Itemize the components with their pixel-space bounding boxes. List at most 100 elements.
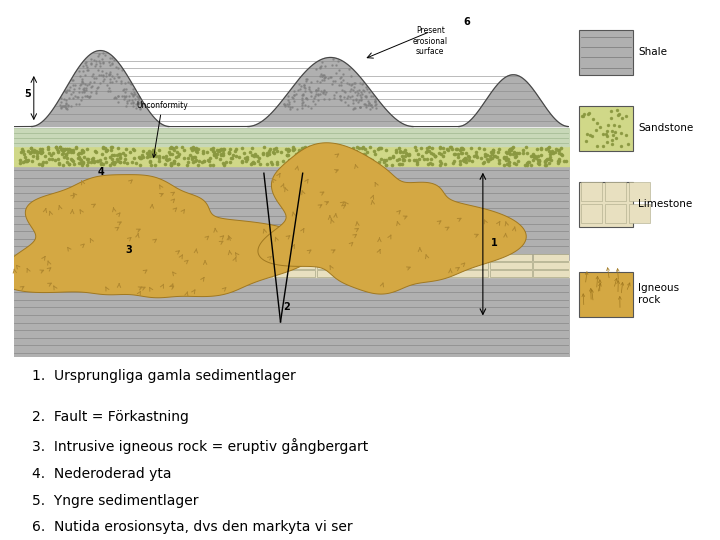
Point [171,147,183,156]
Point [133,152,145,161]
Point [493,159,505,167]
Point [354,143,365,152]
Point [104,160,116,169]
Point [65,146,76,154]
Point [435,160,446,169]
Point [539,157,551,165]
Point [99,154,111,163]
Point [436,150,447,158]
Point [552,146,564,155]
Point [423,146,435,155]
Point [85,157,96,166]
Point [332,147,343,156]
Bar [534,254,575,261]
Point [153,154,164,163]
Point [394,147,405,156]
Bar [447,254,488,261]
Point [347,144,359,152]
Point [225,145,236,153]
Point [137,152,148,161]
Bar [404,254,445,261]
Point [147,152,158,161]
Point [499,153,510,162]
Point [613,122,625,131]
Point [352,150,364,159]
Point [136,153,148,162]
Point [56,146,68,154]
Point [87,157,99,165]
Point [475,154,487,163]
Point [373,144,384,152]
Point [313,151,325,159]
Point [294,148,305,157]
Point [23,147,35,156]
Point [32,148,43,157]
Point [190,144,202,153]
Point [107,155,118,164]
Point [522,159,534,167]
Point [510,152,522,160]
Point [32,153,43,162]
Point [597,130,608,138]
Point [46,154,58,163]
Point [375,144,387,153]
Point [393,144,405,152]
Polygon shape [0,174,317,298]
Point [150,148,161,157]
Bar [144,262,186,269]
Bar [580,272,633,316]
Point [531,145,543,153]
Point [412,158,423,167]
Point [552,157,564,166]
Point [253,154,264,163]
Point [368,160,379,168]
Point [340,158,351,167]
Point [148,145,159,154]
Point [529,152,541,160]
Point [387,152,399,160]
Point [603,120,614,129]
Point [73,153,84,161]
Point [448,158,459,167]
Point [190,146,202,155]
Point [119,158,130,166]
Point [416,152,428,161]
Point [149,160,161,169]
Point [368,159,379,167]
Text: 1: 1 [491,238,498,248]
Point [109,150,120,159]
Point [170,153,181,161]
Point [104,153,116,162]
Point [42,145,54,153]
Point [285,160,297,169]
Point [282,151,293,159]
Point [445,143,456,152]
Point [43,155,55,164]
Point [61,153,73,162]
Point [454,157,466,165]
Point [228,151,239,159]
Point [19,157,31,165]
Point [358,150,369,159]
Point [490,151,501,160]
Point [503,155,514,164]
Point [393,160,405,168]
Point [553,154,564,163]
Bar [447,262,488,269]
Point [17,147,29,156]
Text: Unconformity: Unconformity [136,100,188,157]
Point [267,148,279,157]
Point [114,150,126,158]
Point [36,148,48,157]
Point [117,149,128,158]
Point [58,160,69,169]
Point [204,161,215,170]
Point [601,131,613,140]
Bar [360,269,402,276]
Point [421,143,433,152]
Point [225,158,236,167]
Point [163,154,175,163]
Point [40,158,51,166]
Point [213,146,225,155]
Point [303,143,315,151]
